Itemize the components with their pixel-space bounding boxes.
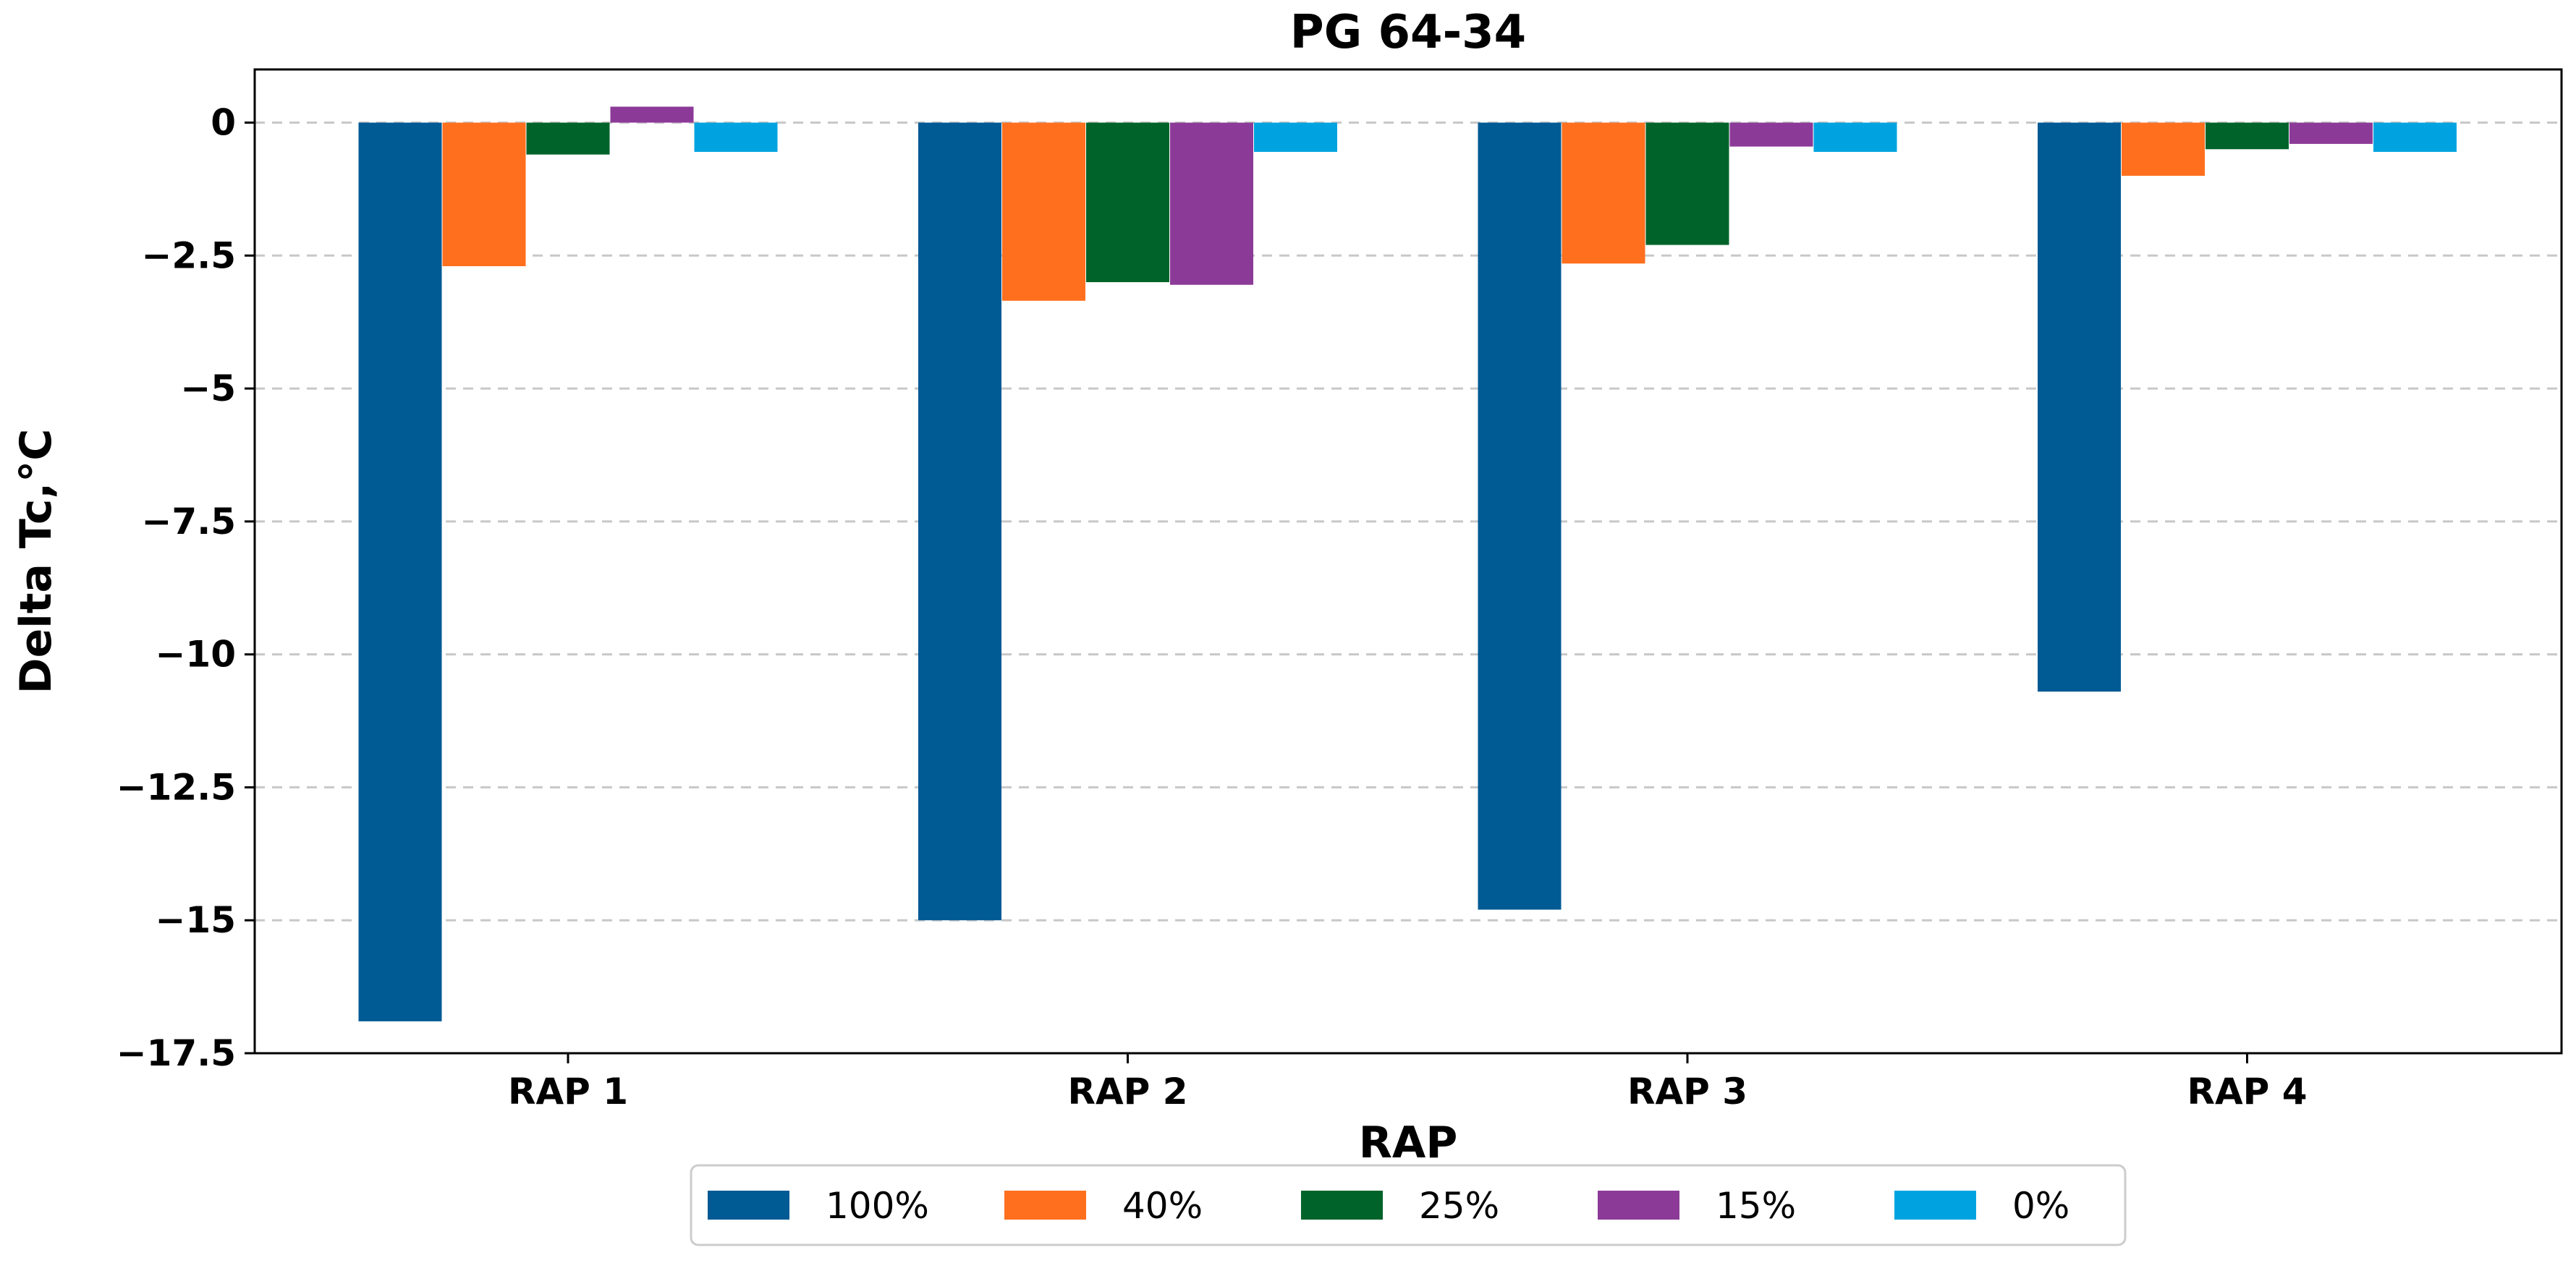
legend-swatch: [1894, 1191, 1976, 1220]
bar-rap-1-25pct: [526, 122, 610, 155]
bar-rap-3-25pct: [1645, 122, 1729, 245]
legend-label: 100%: [826, 1185, 929, 1227]
bar-rap-3-15pct: [1729, 122, 1813, 147]
bar-rap-4-40pct: [2122, 122, 2205, 177]
legend-swatch: [1598, 1191, 1679, 1220]
bar-rap-4-15pct: [2289, 122, 2373, 144]
x-tick-label: RAP 1: [508, 1071, 628, 1113]
y-tick-label: −15: [156, 899, 236, 941]
legend-label: 15%: [1716, 1185, 1796, 1227]
legend-swatch: [1301, 1191, 1383, 1220]
bar-rap-4-0pct: [2373, 122, 2457, 152]
y-axis-label: Delta Tc,°C: [11, 429, 62, 694]
legend: 100% 40% 25% 15% 0%: [690, 1164, 2127, 1246]
bar-rap-2-0pct: [1254, 122, 1337, 152]
legend-frame: [690, 1164, 2127, 1246]
legend-swatch: [708, 1191, 789, 1220]
bar-rap-1-15pct: [610, 106, 694, 123]
bar-rap-3-0pct: [1813, 122, 1897, 152]
legend-swatch: [1004, 1191, 1086, 1220]
gridlines: [255, 122, 2562, 1055]
y-tick-label: −17.5: [116, 1032, 236, 1074]
bar-rap-3-100pct: [1478, 122, 1562, 910]
bar-rap-1-40pct: [442, 122, 526, 266]
chart-title: PG 64-34: [1290, 6, 1526, 59]
bar-rap-3-40pct: [1562, 122, 1645, 264]
y-axis-ticks: 0 −2.5 −5 −7.5 −10 −12.5 −15 −17.5: [116, 102, 255, 1074]
x-axis-ticks: RAP 1 RAP 2 RAP 3 RAP 4: [508, 1053, 2308, 1113]
bar-rap-2-40pct: [1002, 122, 1085, 301]
legend-label: 40%: [1122, 1185, 1203, 1227]
y-tick-label: −12.5: [116, 766, 236, 808]
y-tick-label: −10: [156, 634, 236, 676]
bar-rap-2-100pct: [918, 122, 1001, 921]
y-tick-label: −5: [180, 367, 236, 409]
legend-label: 25%: [1419, 1185, 1499, 1227]
bar-rap-4-100pct: [2038, 122, 2121, 692]
x-tick-label: RAP 4: [2187, 1071, 2307, 1113]
x-tick-label: RAP 2: [1067, 1071, 1187, 1113]
bar-rap-1-0pct: [694, 122, 778, 152]
bar-rap-2-15pct: [1170, 122, 1253, 285]
bars: [358, 106, 2457, 1021]
legend-label: 0%: [2012, 1185, 2069, 1227]
y-tick-label: 0: [211, 102, 236, 144]
bar-rap-4-25pct: [2206, 122, 2289, 150]
bar-rap-1-100pct: [358, 122, 442, 1021]
x-axis-label: RAP: [1359, 1118, 1458, 1168]
plot-frame: [253, 68, 2563, 1055]
x-tick-label: RAP 3: [1627, 1071, 1747, 1113]
y-tick-label: −2.5: [142, 234, 236, 276]
bar-rap-2-25pct: [1086, 122, 1169, 283]
y-tick-label: −7.5: [142, 501, 236, 543]
